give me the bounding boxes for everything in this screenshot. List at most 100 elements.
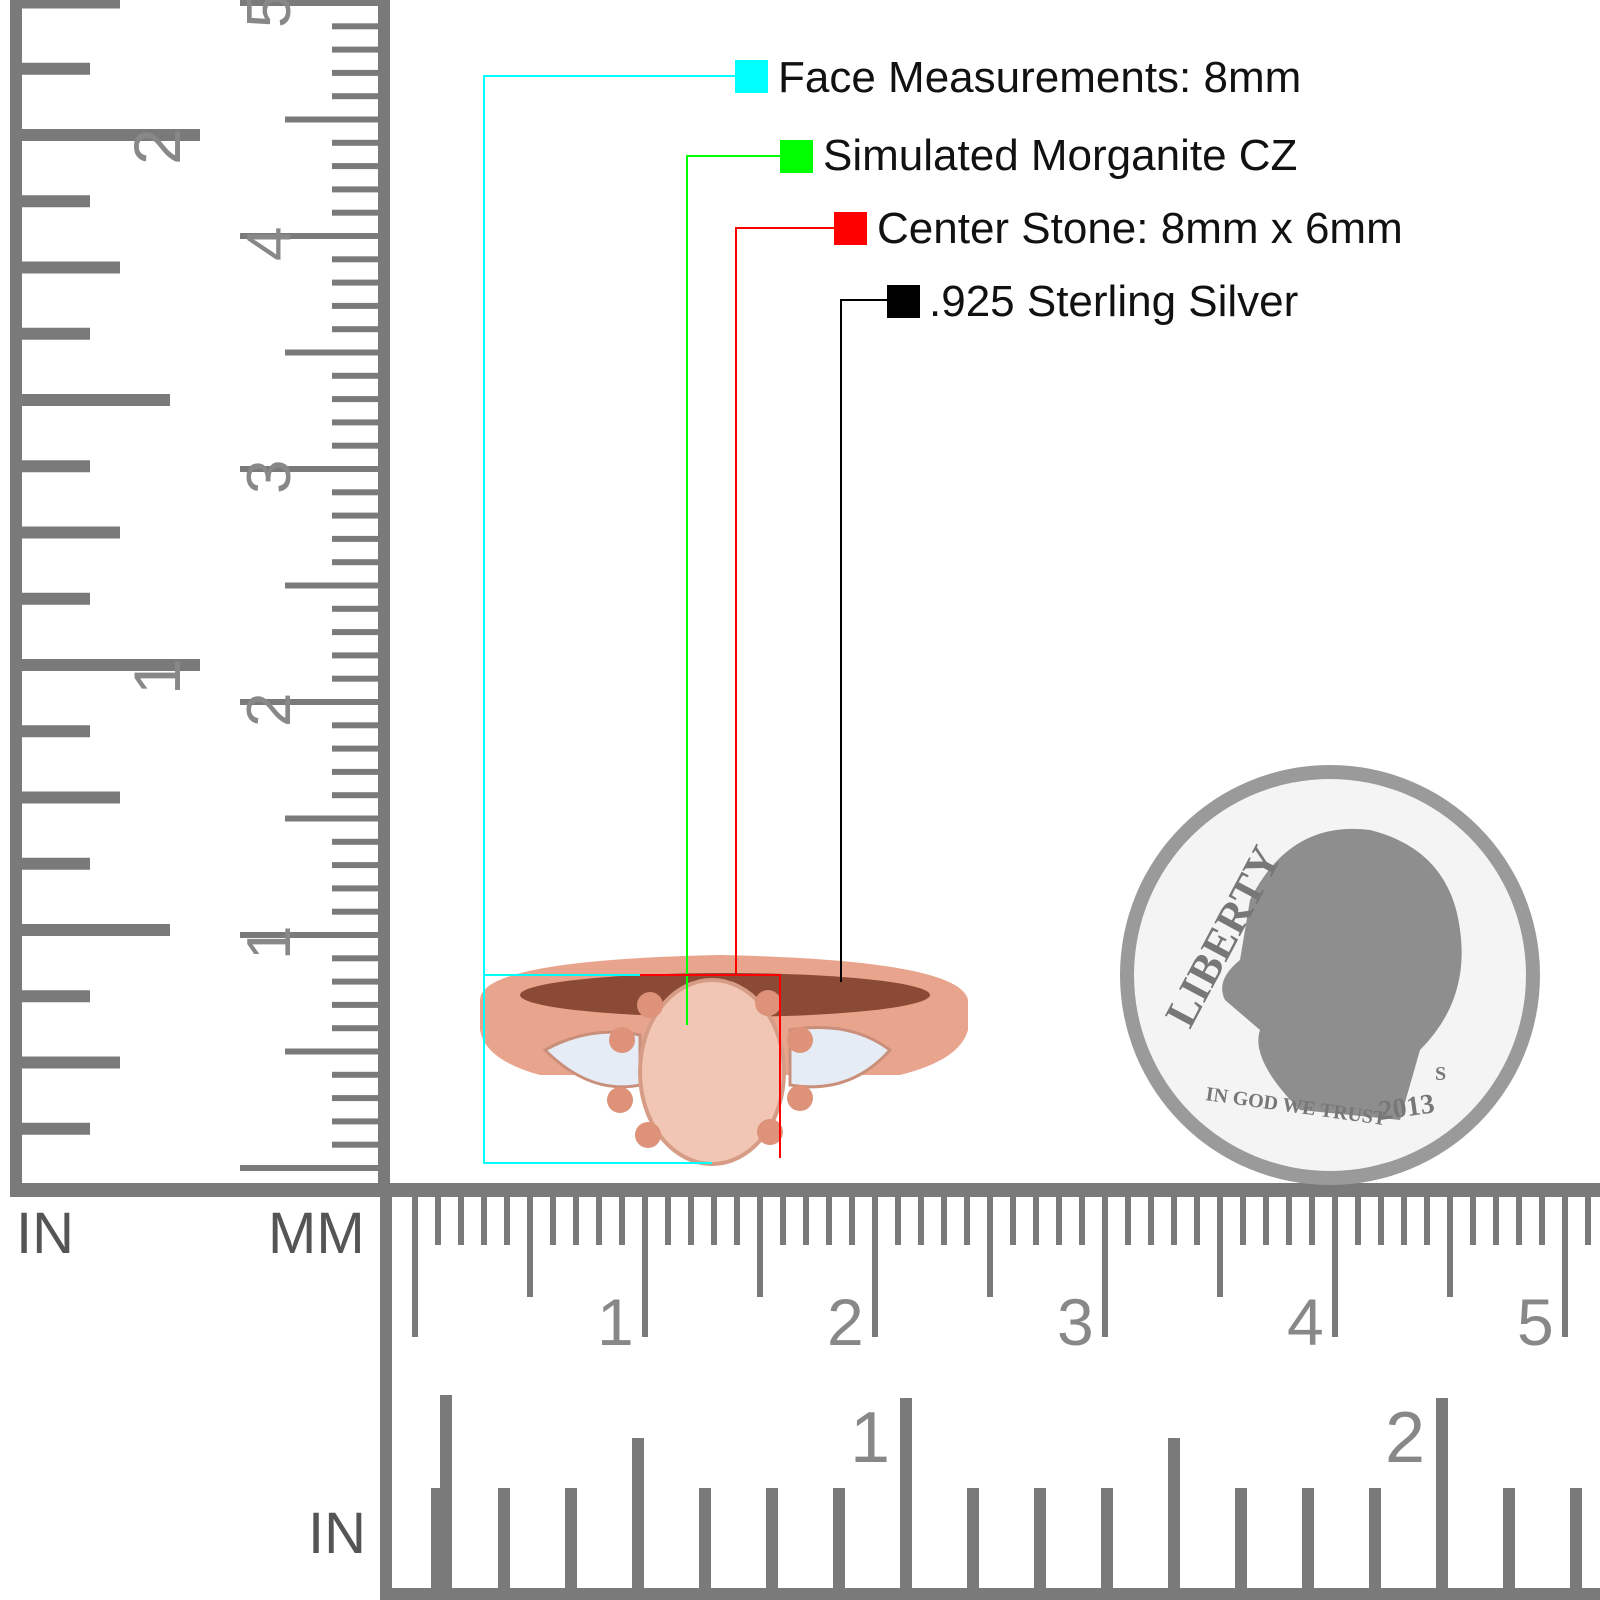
mm-tick [1194,1197,1200,1245]
legend-swatch-cyan [735,60,768,93]
prong [635,1122,661,1148]
mm-tick [285,815,380,822]
inch-tick [20,1122,90,1135]
inch-tick [1101,1488,1113,1588]
inch-tick [967,1488,979,1588]
bottom-inch-unit-label: IN [308,1501,366,1566]
mm-tick [1585,1197,1591,1245]
mm-tick [642,1197,648,1337]
prong [609,1027,635,1053]
mm-tick [895,1197,901,1245]
mm-tick [332,629,380,636]
left-mm-unit-label: MM [268,1201,365,1266]
mm-tick [849,1197,855,1245]
mm-tick [1263,1197,1269,1245]
mm-tick [332,1071,380,1078]
inch-tick [900,1398,912,1588]
mm-tick [1539,1197,1545,1245]
prong [757,1119,783,1145]
mm-tick [240,1165,380,1171]
mm-tick [332,69,380,76]
bottom-ruler-bottom-edge [380,1588,1600,1600]
mm-tick [803,1197,809,1245]
legend-face-measurements: Face Measurements: 8mm [778,53,1302,102]
inch-tick [20,0,120,9]
inch-tick [20,129,200,141]
mm-tick [332,372,380,379]
mm-tick [332,675,380,682]
mm-tick [1125,1197,1131,1245]
mm-tick [1056,1197,1062,1245]
mm-tick [332,955,380,962]
inch-tick [1168,1438,1180,1588]
prong [787,1085,813,1111]
prong [787,1027,813,1053]
mm-tick [332,862,380,869]
mm-tick [412,1197,418,1337]
mm-tick [240,0,380,6]
side-stone-right [788,1026,893,1089]
mm-tick [240,932,380,938]
mm-tick [987,1197,993,1297]
mm-number-label: 5 [235,0,304,28]
inch-tick [20,394,170,406]
mm-tick [332,489,380,496]
mm-tick [1309,1197,1315,1245]
inch-tick [1369,1488,1381,1588]
legend-metal: .925 Sterling Silver [929,277,1299,326]
mm-tick [332,209,380,216]
inch-tick [20,725,90,738]
inch-number-label: 1 [120,658,194,695]
mm-tick [332,326,380,333]
mm-tick [1010,1197,1016,1245]
inch-tick [1436,1398,1448,1588]
mm-tick [1033,1197,1039,1245]
mm-number-label: 1 [597,1285,634,1359]
center-stone-line [640,974,781,1158]
mm-tick [332,652,380,659]
mm-tick [285,116,380,123]
mm-number-label: 3 [235,460,304,494]
mm-tick [941,1197,947,1245]
mm-tick [332,745,380,752]
mm-number-label: 3 [1057,1285,1094,1359]
mm-tick [240,699,380,705]
mm-tick [332,46,380,53]
mm-tick [1401,1197,1407,1245]
mm-tick [332,1141,380,1148]
mm-tick [240,466,380,472]
inch-tick [20,924,170,936]
mm-tick [332,442,380,449]
mm-tick [332,163,380,170]
mm-tick [332,512,380,519]
mm-tick [1171,1197,1177,1245]
inch-tick [20,327,90,340]
mm-tick [332,838,380,845]
ring-image [480,955,968,1166]
mm-tick [711,1197,717,1245]
mm-tick [332,559,380,566]
mm-tick [780,1197,786,1245]
mm-tick [240,233,380,239]
mm-tick [332,396,380,403]
inch-tick [20,526,120,539]
mm-number-label: 4 [235,227,304,261]
mm-tick [458,1197,464,1245]
mm-number-label: 5 [1517,1285,1554,1359]
mm-tick [332,419,380,426]
mm-tick [332,1001,380,1008]
mm-number-label: 1 [235,926,304,960]
mm-tick [1217,1197,1223,1297]
mm-tick [1562,1197,1568,1337]
inch-tick [833,1488,845,1588]
mm-tick [332,279,380,286]
inch-tick [440,1395,452,1590]
coin-year: 2013 [1377,1088,1437,1126]
inch-tick [766,1488,778,1588]
mm-tick [596,1197,602,1245]
coin-portrait [1222,828,1462,1120]
inch-tick [20,62,90,75]
mm-tick [285,1048,380,1055]
mm-number-label: 2 [235,693,304,727]
